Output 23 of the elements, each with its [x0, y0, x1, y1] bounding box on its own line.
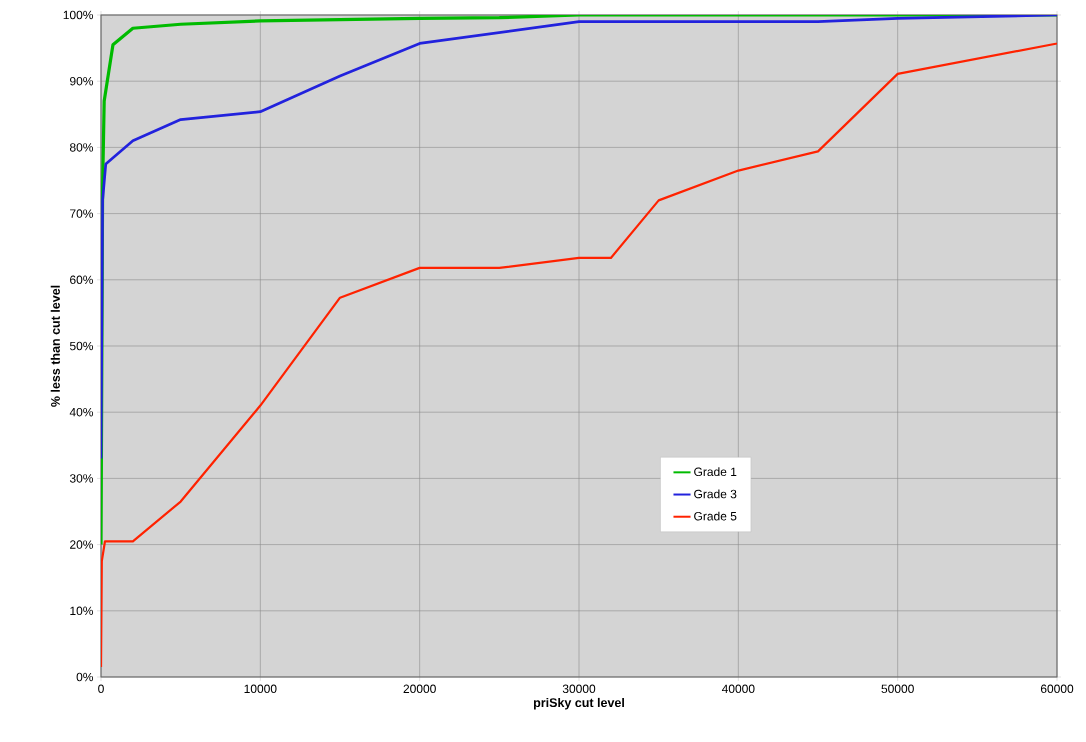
x-tick-label: 50000 [881, 684, 914, 694]
x-tick-label: 20000 [403, 684, 436, 694]
y-tick-label: 70% [70, 209, 94, 218]
legend-label: Grade 1 [694, 467, 737, 477]
y-tick-label: 0% [76, 672, 94, 682]
y-tick-label: 20% [70, 540, 94, 549]
y-tick-label: 80% [69, 143, 94, 152]
x-tick-label: 10000 [244, 684, 277, 694]
x-tick-label: 0 [98, 684, 104, 694]
x-tick-label: 60000 [1040, 684, 1074, 694]
legend-label: Grade 3 [694, 489, 737, 499]
y-tick-label: 100% [63, 10, 94, 20]
x-tick-label: 40000 [721, 684, 755, 694]
y-tick-label: 40% [69, 407, 94, 417]
x-tick-label: 30000 [562, 684, 596, 694]
y-tick-label: 90% [70, 76, 94, 86]
y-tick-label: 60% [70, 275, 94, 285]
y-tick-label: 30% [69, 474, 94, 483]
x-axis-title: priSky cut level [533, 697, 624, 710]
y-axis-title: % less than cut level [50, 285, 60, 407]
y-tick-label: 10% [70, 606, 94, 616]
legend-label: Grade 5 [694, 511, 737, 521]
y-tick-label: 50% [69, 341, 94, 351]
